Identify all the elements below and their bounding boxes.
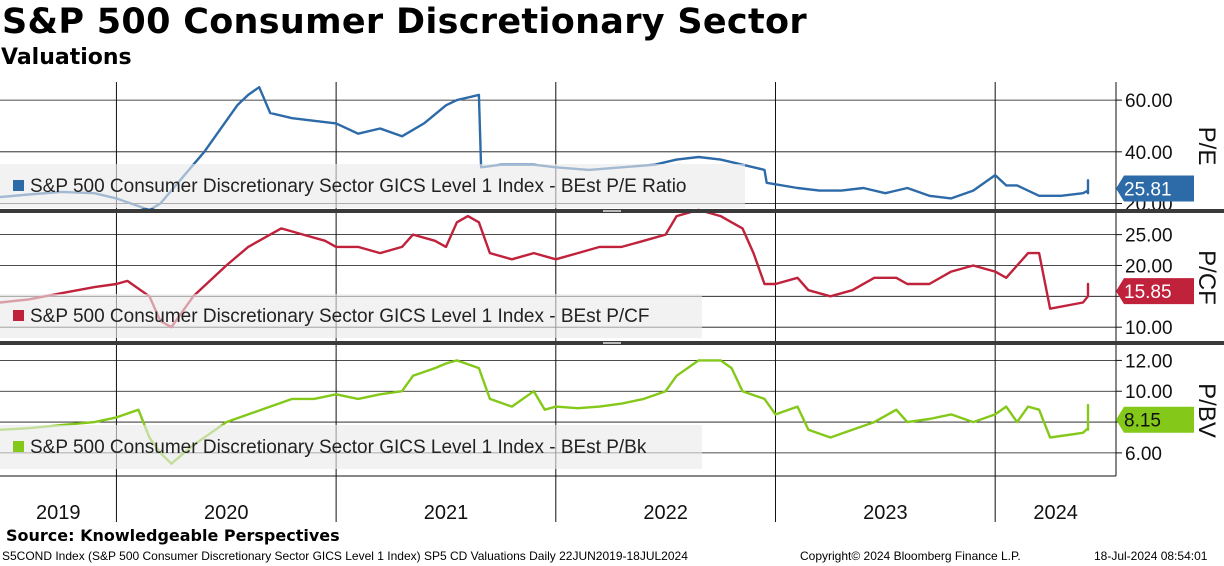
x-tick-label: 2024 [1033, 502, 1078, 524]
footer-timestamp: 18-Jul-2024 08:54:01 [1094, 549, 1208, 563]
series-line [0, 208, 1090, 329]
y-tick-label: 20.00 [1125, 256, 1173, 277]
legend-label: S&P 500 Consumer Discretionary Sector GI… [30, 306, 650, 327]
legend-swatch [13, 310, 24, 321]
last-value-label: 8.15 [1124, 411, 1161, 432]
y-tick-label: 60.00 [1125, 91, 1173, 112]
legend-box [0, 294, 702, 338]
y-tick-label: 6.00 [1125, 444, 1162, 465]
y-axis-title: P/BV [1193, 383, 1220, 438]
y-axis-title: P/CF [1193, 250, 1220, 305]
legend-label: S&P 500 Consumer Discretionary Sector GI… [30, 437, 647, 458]
legend-swatch [13, 441, 24, 452]
x-tick-label: 2023 [863, 502, 908, 524]
y-tick-label: 10.00 [1125, 318, 1173, 339]
last-value-label: 15.85 [1124, 282, 1172, 303]
last-value-label: 25.81 [1124, 180, 1172, 201]
legend-label: S&P 500 Consumer Discretionary Sector GI… [30, 176, 687, 197]
legend-box [0, 164, 745, 208]
last-value-tag [1116, 175, 1194, 202]
footer-series-info: S5COND Index (S&P 500 Consumer Discretio… [2, 549, 688, 563]
y-tick-label: 40.00 [1125, 143, 1173, 164]
footer-copyright: Copyright© 2024 Bloomberg Finance L.P. [800, 549, 1021, 563]
last-value-tag [1116, 278, 1194, 305]
panel-3: S&P 500 Consumer Discretionary Sector GI… [0, 345, 1220, 476]
y-tick-label: 10.00 [1125, 382, 1173, 403]
x-tick-label: 2019 [36, 502, 81, 524]
series-line [0, 359, 1090, 465]
y-tick-label: 25.00 [1125, 226, 1173, 247]
legend-swatch [13, 180, 24, 191]
x-tick-label: 2021 [424, 502, 469, 524]
legend-box [0, 425, 702, 469]
separator-grip [603, 342, 621, 344]
x-tick-label: 2020 [204, 502, 249, 524]
source-note: Source: Knowledgeable Perspectives [6, 526, 340, 545]
chart-subtitle: Valuations [1, 45, 132, 70]
separator-grip [603, 210, 621, 212]
y-axis-title: P/E [1193, 127, 1220, 166]
last-value-tag [1116, 406, 1194, 433]
panel-2: S&P 500 Consumer Discretionary Sector GI… [0, 208, 1220, 342]
y-tick-label: 12.00 [1125, 351, 1173, 372]
chart-title: S&P 500 Consumer Discretionary Sector [2, 2, 807, 42]
panel-1: S&P 500 Consumer Discretionary Sector GI… [0, 82, 1220, 216]
x-tick-label: 2022 [643, 502, 688, 524]
